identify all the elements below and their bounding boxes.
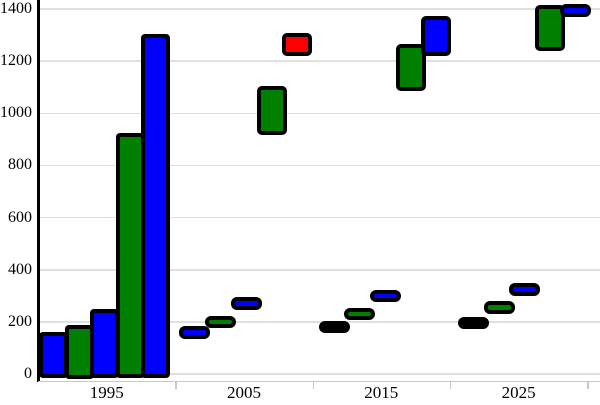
- range-bar: [421, 15, 452, 56]
- y-axis-tick-label: 1000: [0, 104, 32, 122]
- tick-marker: [483, 301, 515, 314]
- tick-marker: [369, 289, 401, 302]
- x-axis-label: 2025: [501, 383, 536, 402]
- x-axis-label: 2005: [227, 383, 261, 402]
- tick-marker: [509, 283, 541, 296]
- y-axis-tick-label: 1400: [0, 0, 32, 17]
- y-axis-tick-label: 400: [8, 260, 32, 278]
- tick-marker: [230, 297, 262, 310]
- x-axis-label: 1995: [89, 383, 124, 402]
- gridline-y-1000: [40, 112, 600, 114]
- tick-marker: [560, 4, 592, 17]
- tick-marker: [457, 316, 489, 330]
- tick-marker: [204, 315, 236, 329]
- gridline-y-1400: [40, 8, 600, 10]
- y-axis-tick-label: 0: [24, 365, 32, 382]
- x-axis-tick: [312, 380, 315, 389]
- x-axis-tick: [587, 380, 589, 389]
- tick-marker: [318, 320, 350, 334]
- x-axis-tick: [175, 380, 177, 389]
- y-axis-tick-label: 600: [8, 208, 32, 226]
- y-axis-line: [36, 0, 40, 382]
- bar: [39, 332, 68, 379]
- bar: [141, 33, 171, 379]
- y-axis-tick-label: 800: [8, 156, 32, 174]
- range-bar: [256, 85, 287, 136]
- x-axis-tick: [449, 380, 452, 389]
- y-axis-tick-label: 200: [8, 312, 32, 330]
- range-bar: [535, 5, 566, 51]
- range-bar: [395, 44, 426, 92]
- y-axis-tick-label: 1200: [0, 52, 32, 70]
- tick-marker: [179, 326, 211, 339]
- x-axis-line: [38, 380, 600, 382]
- tick-marker: [344, 307, 376, 321]
- gridline-y-600: [40, 216, 600, 219]
- gridline-y-0: [40, 373, 600, 375]
- range-bar: [282, 32, 313, 56]
- x-axis-label: 2015: [364, 383, 399, 402]
- bar: [90, 308, 120, 379]
- gridline-y-400: [40, 269, 600, 271]
- gridline-y-1200: [40, 60, 600, 62]
- gridline-y-800: [40, 164, 600, 167]
